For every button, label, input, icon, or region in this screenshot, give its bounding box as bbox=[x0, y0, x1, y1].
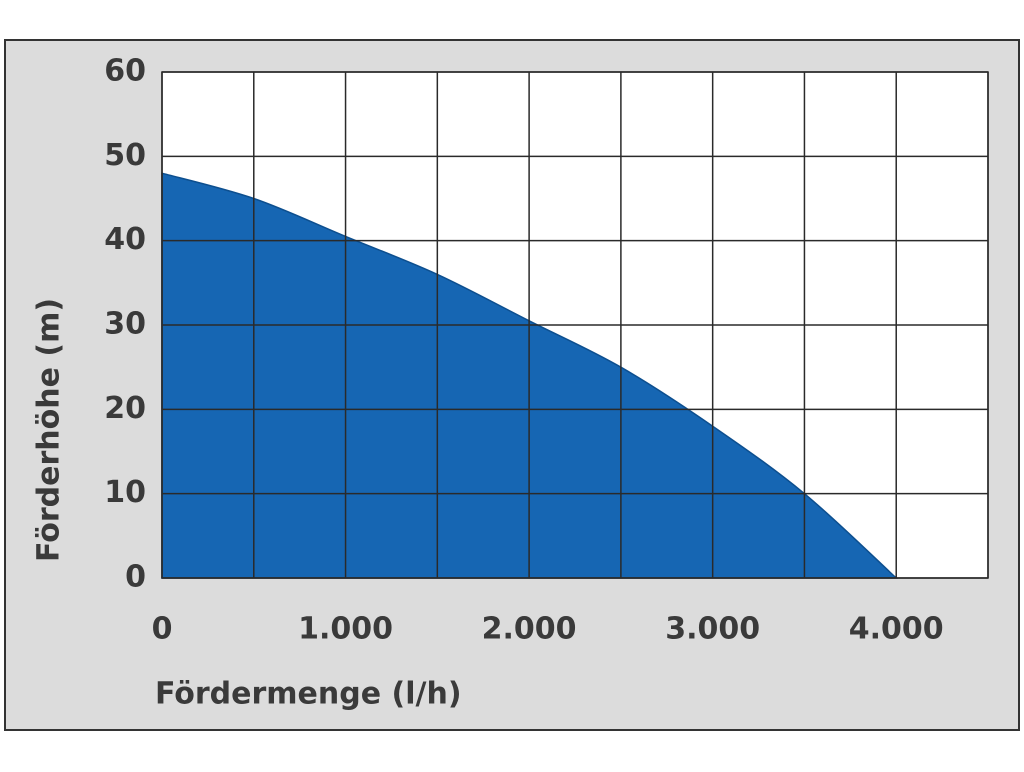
x-axis-label: Fördermenge (l/h) bbox=[155, 677, 462, 712]
x-tick-label: 2.000 bbox=[482, 612, 577, 647]
y-tick-label: 0 bbox=[125, 560, 146, 595]
y-tick-label: 30 bbox=[104, 307, 146, 342]
y-axis-label: Förderhöhe (m) bbox=[32, 298, 67, 562]
y-tick-label: 20 bbox=[104, 391, 146, 426]
x-tick-label: 4.000 bbox=[849, 612, 944, 647]
y-tick-label: 60 bbox=[104, 54, 146, 89]
x-tick-label: 3.000 bbox=[665, 612, 760, 647]
x-tick-label: 1.000 bbox=[298, 612, 393, 647]
y-tick-label: 40 bbox=[104, 222, 146, 257]
plot-border bbox=[161, 71, 989, 579]
y-tick-label: 50 bbox=[104, 138, 146, 173]
y-tick-label: 10 bbox=[104, 475, 146, 510]
x-tick-label: 0 bbox=[152, 612, 173, 647]
